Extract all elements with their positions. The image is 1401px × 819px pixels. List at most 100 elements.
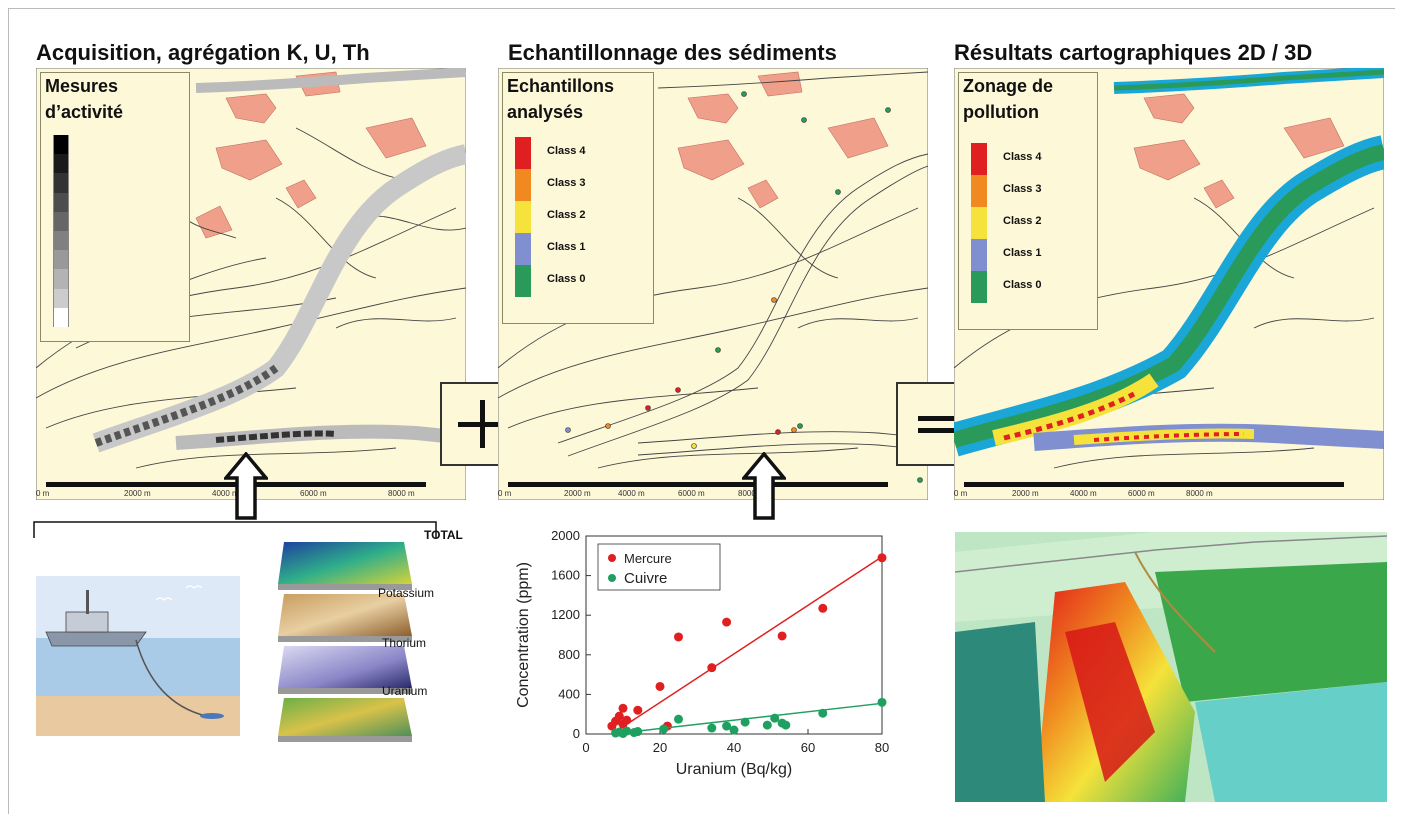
gray-ramp-step — [53, 173, 69, 193]
legend-samples: Echantillons analysés Class 4 Class 3 Cl… — [502, 72, 654, 324]
point-mercure — [622, 715, 632, 725]
point-mercure — [618, 703, 628, 713]
class-label: Class 1 — [1003, 247, 1042, 259]
legend-title-line2: d’activité — [45, 102, 124, 122]
heading-sampling: Echantillonnage des sédiments — [508, 40, 837, 65]
scale-label: 0 m — [954, 489, 968, 498]
figure-frame-left — [8, 8, 9, 814]
point-mercure — [777, 631, 787, 641]
gray-ramp-step — [53, 231, 69, 251]
legend-label-cuivre: Cuivre — [624, 570, 667, 587]
scale-label: 4000 m — [618, 489, 645, 498]
scale-label: 6000 m — [1128, 489, 1155, 498]
3d-terrain-view — [955, 532, 1387, 802]
class-label: Class 4 — [547, 145, 586, 157]
class-label: Class 0 — [1003, 279, 1042, 291]
legend-label-mercure: Mercure — [624, 551, 672, 566]
point-cuivre — [740, 717, 750, 727]
river-branch-red — [1093, 432, 1245, 442]
scale-label: 0 m — [36, 489, 50, 498]
plus-icon — [458, 400, 506, 448]
class-swatch — [971, 271, 987, 303]
class-swatch — [971, 207, 987, 239]
x-tick-label: 20 — [653, 740, 667, 755]
urban-areas — [195, 71, 427, 239]
y-tick-label: 400 — [558, 686, 580, 701]
trend-line-mercure — [611, 556, 883, 735]
up-arrow-icon — [224, 452, 268, 520]
legend-class-row: Class 1 — [971, 239, 1131, 271]
legend-class-row: Class 3 — [971, 175, 1131, 207]
point-cuivre — [659, 724, 669, 734]
scale-label: 4000 m — [1070, 489, 1097, 498]
layer-uranium — [278, 698, 412, 742]
point-mercure — [633, 705, 643, 715]
legend-pollution: Zonage de pollution Class 4 Class 3 Clas… — [958, 72, 1098, 330]
class-swatch — [515, 201, 531, 233]
point-mercure — [877, 553, 887, 563]
survey-boat-illustration — [36, 576, 240, 736]
point-cuivre — [762, 720, 772, 730]
urban-areas — [1133, 93, 1345, 209]
point-cuivre — [674, 714, 683, 724]
scale-label: 2000 m — [1012, 489, 1039, 498]
point-cuivre — [633, 727, 643, 737]
figure-frame-top — [8, 8, 1395, 9]
layer-potassium — [278, 594, 412, 642]
layers-bracket — [33, 521, 437, 538]
legend-class-row: Class 4 — [971, 143, 1131, 175]
x-tick-label: 80 — [875, 740, 889, 755]
scale-label: 8000 m — [1186, 489, 1213, 498]
x-tick-label: 0 — [582, 740, 589, 755]
chart-legend — [597, 543, 721, 591]
x-tick-label: 40 — [727, 740, 741, 755]
y-tick-label: 1200 — [551, 607, 580, 622]
river-branch — [175, 424, 467, 450]
x-tick-label: 60 — [801, 740, 815, 755]
legend-class-row: Class 0 — [971, 271, 1131, 303]
class-swatch — [971, 175, 987, 207]
radiometric-layer-stack — [278, 542, 412, 742]
urban-areas — [677, 71, 889, 209]
legend-title-line1: Mesures — [45, 76, 119, 96]
point-cuivre — [722, 721, 732, 731]
scale-label: 6000 m — [300, 489, 327, 498]
layer-label-uranium: Uranium — [382, 684, 428, 698]
river-upstream — [195, 67, 467, 93]
equals-icon — [918, 416, 958, 433]
gray-ramp-step — [53, 192, 69, 212]
point-cuivre — [729, 725, 739, 735]
scale-label: 8000 m — [738, 489, 765, 498]
point-cuivre — [622, 726, 632, 736]
class-label: Class 2 — [547, 209, 586, 221]
river-zone-green — [951, 144, 1386, 448]
legend-title-line1: Zonage de — [963, 76, 1054, 96]
class-swatch — [515, 265, 531, 297]
class-swatch — [515, 233, 531, 265]
layer-thorium — [278, 646, 412, 694]
river-upstream-green — [1113, 69, 1385, 91]
scale-bar — [964, 482, 1344, 487]
y-tick-label: 2000 — [551, 528, 580, 543]
class-swatch — [971, 143, 987, 175]
point-mercure — [655, 681, 665, 691]
river-branch-dark — [215, 430, 337, 443]
map-linework — [497, 71, 929, 469]
legend-class-row: Class 2 — [515, 201, 675, 233]
class-swatch — [515, 137, 531, 169]
layer-label-thorium: Thorium — [382, 636, 427, 650]
scale-label: 6000 m — [678, 489, 705, 498]
map-results: 0 m 2000 m 4000 m 6000 m 8000 m Zonage d… — [949, 66, 1388, 501]
gray-ramp-step — [53, 154, 69, 174]
scale-label: 2000 m — [564, 489, 591, 498]
legend-marker-cuivre — [608, 574, 616, 582]
point-mercure — [674, 632, 683, 642]
point-cuivre — [818, 708, 828, 718]
layer-label-total: TOTAL — [424, 528, 463, 542]
point-cuivre — [877, 697, 887, 707]
gray-ramp-step — [53, 250, 69, 270]
map-sampling: 0 m 2000 m 4000 m 6000 m 8000 m Echantil… — [497, 67, 929, 501]
class-label: Class 2 — [1003, 215, 1042, 227]
layer-total — [278, 542, 412, 590]
